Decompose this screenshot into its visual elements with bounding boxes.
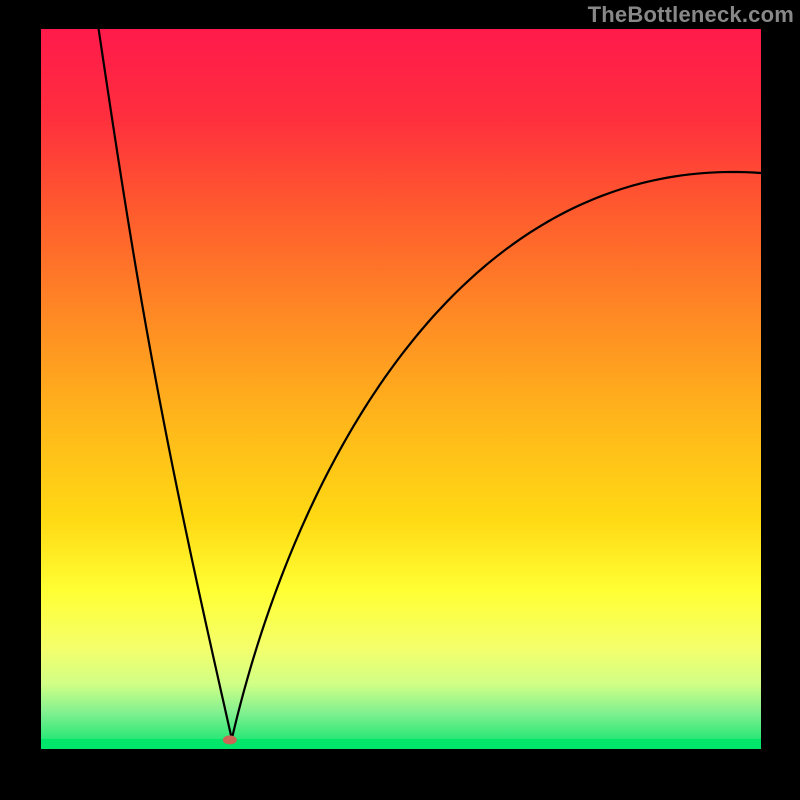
chart-svg xyxy=(0,0,800,800)
plot-area xyxy=(41,29,761,749)
chart-root: TheBottleneck.com xyxy=(0,0,800,800)
dip-marker xyxy=(223,735,237,744)
bottom-strip xyxy=(41,739,761,749)
watermark-text: TheBottleneck.com xyxy=(588,2,794,28)
